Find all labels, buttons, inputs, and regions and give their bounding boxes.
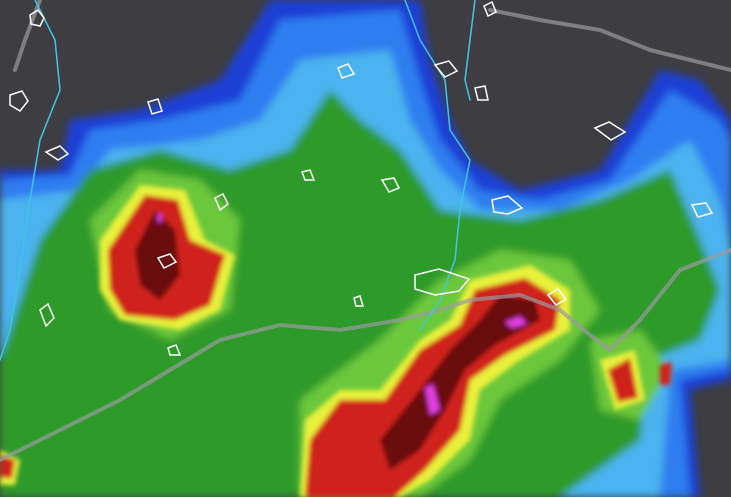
river-central <box>404 0 471 331</box>
town-outline <box>474 85 489 101</box>
precip-light-green <box>90 170 670 497</box>
river-north <box>464 0 476 101</box>
town-outline <box>214 192 229 212</box>
town-outline <box>690 202 714 218</box>
town-outlines <box>9 0 714 356</box>
town-outline <box>29 8 45 27</box>
road-main <box>0 248 731 462</box>
town-outline <box>380 177 401 193</box>
town-outline <box>414 268 471 296</box>
town-outline <box>301 169 316 181</box>
town-outline <box>167 344 182 356</box>
road-west <box>13 0 42 72</box>
town-outline <box>483 0 497 18</box>
precip-dark-red <box>135 210 540 470</box>
town-outline <box>337 63 356 79</box>
town-outline <box>147 98 163 115</box>
town-outline <box>546 288 568 306</box>
town-outline <box>593 121 627 141</box>
town-outline <box>44 145 70 161</box>
river-west <box>0 0 61 361</box>
road-north <box>488 8 731 72</box>
town-outline <box>353 295 365 307</box>
town-outline <box>433 60 459 78</box>
town-outline <box>39 302 55 328</box>
town-outline <box>156 253 178 269</box>
town-outline <box>9 90 29 112</box>
town-outline <box>491 195 524 215</box>
